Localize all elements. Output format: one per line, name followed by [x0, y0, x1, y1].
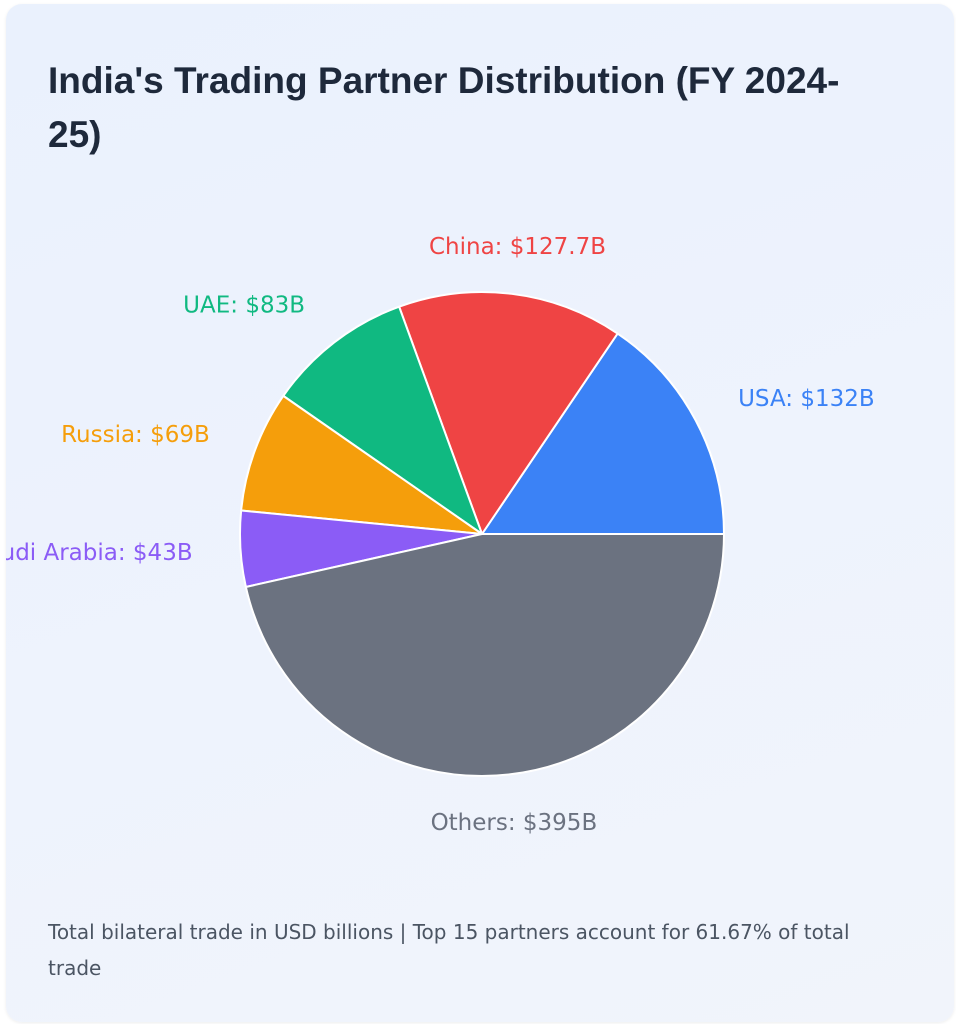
chart-title: India's Trading Partner Distribution (FY…	[48, 60, 840, 155]
pie-label-china: China: $127.7B	[429, 234, 606, 260]
pie-slice-russia[interactable]	[240, 394, 483, 535]
pie-chart: USA: $132B China: $127.7B UAE: $83B Russia:…	[6, 234, 875, 836]
pie-label-others: Others: $395B	[431, 810, 598, 836]
pie-slice-uae[interactable]	[282, 305, 483, 535]
chart-caption: Total bilateral trade in USD billions | …	[48, 920, 850, 980]
pie-slice-usa[interactable]	[481, 332, 725, 535]
chart-card: India's Trading Partner Distribution (FY…	[6, 4, 954, 1022]
pie-slice-others[interactable]	[244, 533, 725, 777]
pie-label-usa: USA: $132B	[738, 386, 875, 412]
pie-label-russia: Russia: $69B	[61, 422, 210, 448]
pie-labels: USA: $132B China: $127.7B UAE: $83B Russia:…	[6, 234, 875, 836]
pie-label-uae: UAE: $83B	[183, 292, 305, 318]
pie-label-saudi-arabia: Saudi Arabia: $43B	[6, 540, 193, 566]
pie-slices	[239, 291, 725, 777]
pie-slice-china[interactable]	[398, 291, 619, 535]
